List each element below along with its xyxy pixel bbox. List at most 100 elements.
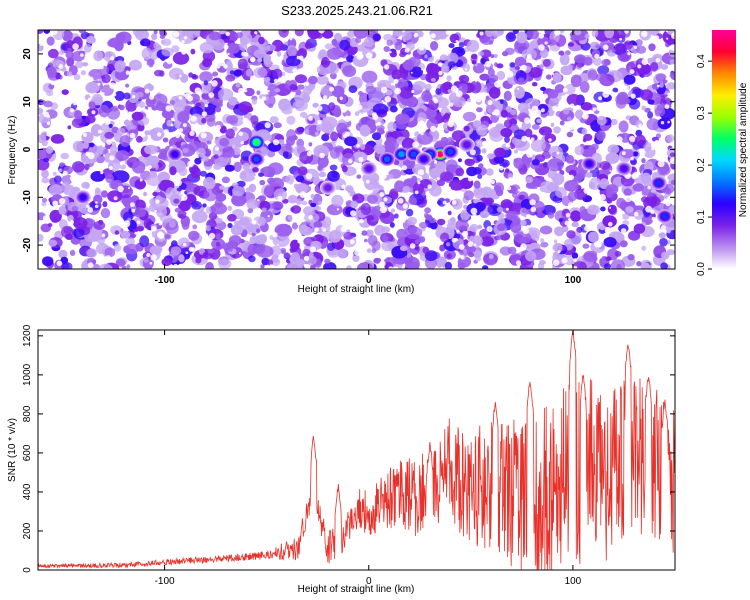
heatmap-cell [642, 55, 646, 58]
heatmap-cell [475, 256, 482, 262]
heatmap-cell [506, 70, 514, 78]
heatmap-cell [475, 95, 482, 103]
heatmap-cell [216, 58, 219, 62]
heatmap-cell [587, 69, 598, 81]
heatmap-cell [48, 239, 58, 247]
heatmap-cell [566, 116, 572, 121]
heatmap-cell [510, 179, 514, 183]
heatmap-cell [114, 90, 125, 102]
heatmap-cell [87, 262, 94, 268]
heatmap-cell [374, 224, 386, 236]
heatmap-cell [257, 199, 260, 202]
heatmap-cell [474, 201, 486, 211]
heatmap-cell [647, 57, 654, 64]
heatmap-cell [267, 103, 274, 108]
heatmap-cell [349, 229, 353, 233]
heatmap-cell [182, 147, 189, 153]
heatmap-cell [283, 252, 291, 259]
heatmap-cell [517, 102, 529, 113]
heatmap-cell [257, 57, 263, 63]
heatmap-cell [233, 161, 242, 172]
heatmap-cell [66, 140, 71, 146]
heatmap-cell [205, 225, 211, 232]
heatmap-cell [365, 52, 373, 59]
heatmap-cell [544, 175, 549, 181]
heatmap-cell [599, 161, 611, 170]
heatmap-cell [143, 218, 153, 230]
heatmap-cell [521, 135, 528, 142]
heatmap-cell [208, 212, 218, 221]
heatmap-cell [235, 82, 241, 88]
heatmap-cell [99, 253, 104, 259]
heatmap-cell [455, 167, 465, 177]
heatmap-cell [477, 51, 485, 57]
heatmap-cell [292, 107, 297, 113]
heatmap-cell [669, 59, 675, 65]
heatmap-cell [582, 138, 587, 143]
heatmap-x-axis-label: Height of straight line (km) [298, 284, 415, 295]
heatmap-cell [547, 212, 555, 219]
heatmap-cell [624, 30, 629, 34]
heatmap-cell [367, 119, 376, 128]
heatmap-cell [274, 88, 281, 93]
heatmap-cell [596, 132, 606, 141]
heatmap-cell [192, 224, 198, 230]
heatmap-cell [424, 207, 431, 214]
heatmap-peak-ring [586, 160, 593, 167]
heatmap-cell [78, 30, 87, 34]
heatmap-cell [143, 191, 148, 197]
heatmap-cell [95, 201, 98, 204]
heatmap-cell [119, 135, 131, 147]
heatmap-cell [517, 189, 521, 192]
heatmap-cell [303, 206, 315, 216]
heatmap-cell [179, 74, 182, 78]
heatmap-cell [494, 80, 502, 88]
heatmap-cell [227, 52, 230, 56]
heatmap-cell [568, 174, 574, 180]
heatmap-cell [542, 58, 551, 67]
heatmap-cell [238, 101, 253, 114]
heatmap-cell [633, 223, 646, 234]
heatmap-cell [424, 83, 432, 91]
heatmap-cell [244, 52, 249, 57]
heatmap-cell [609, 206, 612, 209]
heatmap-cell [69, 108, 75, 113]
heatmap-cell [132, 207, 147, 218]
heatmap-cell [423, 212, 429, 219]
heatmap-cell [324, 43, 333, 50]
heatmap-cell [401, 137, 416, 150]
heatmap-cell [499, 166, 504, 171]
heatmap-cell [348, 159, 353, 164]
heatmap-cell [404, 47, 410, 53]
heatmap-cell [512, 30, 519, 35]
heatmap-cell [343, 231, 354, 240]
heatmap-cell [611, 48, 616, 54]
heatmap-cell [541, 191, 546, 196]
heatmap-cell [520, 64, 528, 71]
heatmap-cell [513, 115, 520, 120]
heatmap-cell [666, 134, 675, 143]
heatmap-cell [496, 70, 506, 81]
heatmap-cell [247, 208, 254, 214]
heatmap-cell [66, 71, 73, 77]
heatmap-cell [172, 51, 190, 65]
heatmap-cell [93, 220, 106, 230]
heatmap-peak-ring [620, 165, 628, 172]
heatmap-y-tick-label: -10 [22, 190, 33, 205]
heatmap-cell [104, 247, 116, 258]
heatmap-cell [337, 248, 348, 259]
heatmap-cell [356, 174, 362, 179]
heatmap-cell [553, 243, 563, 253]
heatmap-cell [517, 87, 520, 90]
heatmap-cell [288, 252, 301, 264]
heatmap-cell [321, 201, 327, 207]
heatmap-cell [540, 241, 549, 248]
heatmap-cell [605, 256, 612, 262]
heatmap-cell [322, 228, 327, 232]
heatmap-cell [364, 238, 368, 243]
heatmap-cell [331, 38, 338, 46]
heatmap-cell [603, 263, 612, 269]
heatmap-cell [542, 67, 546, 70]
heatmap-cell [548, 177, 552, 181]
heatmap-cell [331, 85, 345, 98]
